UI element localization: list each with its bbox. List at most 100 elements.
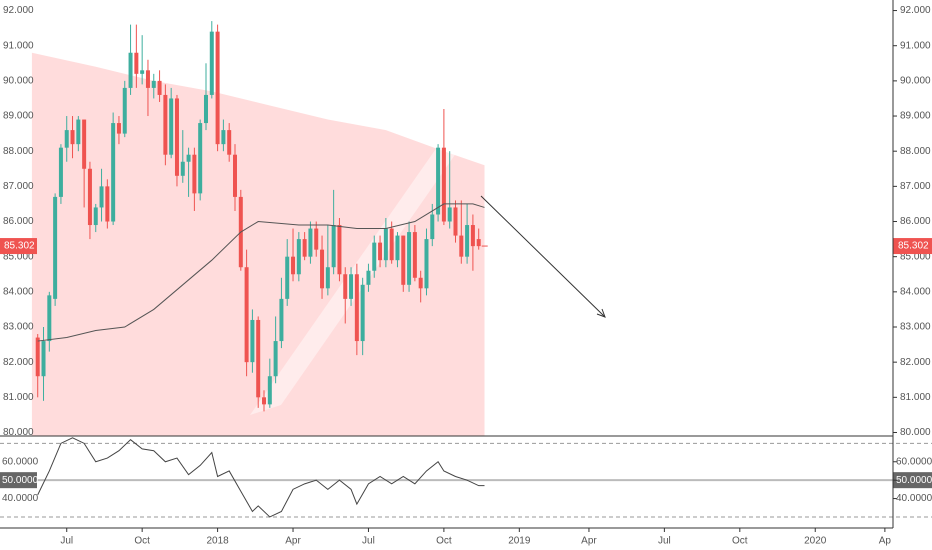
candle-body xyxy=(395,235,400,261)
candle-body xyxy=(256,319,261,398)
candle-body xyxy=(209,31,214,95)
price-pane xyxy=(31,10,897,436)
x-tick-label: Jul xyxy=(362,536,375,547)
y-tick-label-left: 92.000 xyxy=(3,5,34,16)
x-tick-label: 2019 xyxy=(508,536,531,547)
candle-body xyxy=(302,239,307,257)
x-tick-label: Apr xyxy=(285,536,301,547)
x-tick-label: Apr xyxy=(581,536,597,547)
rsi-line xyxy=(37,437,485,518)
y-tick-label-left: 84.000 xyxy=(3,286,34,297)
y-tick-label: 85.000 xyxy=(900,251,931,262)
last-price-tag-right xyxy=(893,238,932,255)
overlay: 80.000 80.000 81.000 81.000 82.000 82.000 83.0… xyxy=(0,5,932,547)
candle-body xyxy=(314,228,319,250)
candle-body xyxy=(145,70,150,88)
y-tick-label-left: 81.000 xyxy=(3,392,34,403)
candle-body xyxy=(233,154,237,197)
candle-body xyxy=(186,154,191,162)
candle-body xyxy=(360,284,365,342)
candle-body xyxy=(87,168,92,226)
candle-body xyxy=(151,80,156,88)
candle-body xyxy=(343,274,348,299)
candle-body xyxy=(140,70,145,74)
y-tick-label: 91.000 xyxy=(900,40,931,51)
candle-body xyxy=(412,232,417,278)
y-tick-label: 81.000 xyxy=(900,392,931,403)
y-tick-label-left: 86.000 xyxy=(3,216,34,227)
candle-body xyxy=(163,94,168,155)
candle-body xyxy=(401,235,406,285)
candle-body xyxy=(325,267,330,289)
candle-body xyxy=(349,274,354,299)
candle-body xyxy=(441,147,446,222)
candle-body xyxy=(453,207,458,236)
candle-body xyxy=(53,196,58,299)
candle-body xyxy=(82,119,87,169)
candle-body xyxy=(354,274,359,342)
candle-body xyxy=(41,341,46,377)
candle-body xyxy=(285,256,290,299)
candle-body xyxy=(470,225,475,247)
candle-body xyxy=(157,80,162,95)
y-tick-label: 90.000 xyxy=(900,76,931,87)
x-tick-label: 2020 xyxy=(804,536,827,547)
candle-body xyxy=(389,228,394,261)
last-price-label-right: 85.302 xyxy=(898,241,929,252)
candle-body xyxy=(424,239,429,289)
candle-body xyxy=(192,154,197,194)
candle-body xyxy=(244,267,249,363)
candle-body xyxy=(436,147,441,215)
candle-body xyxy=(35,337,40,377)
candle-body xyxy=(215,31,220,145)
y-tick-label: 87.000 xyxy=(900,181,931,192)
candle-body xyxy=(273,341,278,377)
candle-body xyxy=(70,130,75,145)
envelope-band xyxy=(31,52,485,436)
candle-body xyxy=(378,242,383,261)
y-tick-label-left: 83.000 xyxy=(3,322,34,333)
candle-body xyxy=(134,52,139,74)
y-tick-label-left: 88.000 xyxy=(3,146,34,157)
y-tick-label: 88.000 xyxy=(900,146,931,157)
candle-body xyxy=(105,186,110,222)
y-tick-label: 80.000 xyxy=(900,427,931,438)
candle-body xyxy=(459,235,464,257)
y-tick-label: 82.000 xyxy=(900,357,931,368)
candle-body xyxy=(221,130,226,145)
y-tick-label: 92.000 xyxy=(900,5,931,16)
moving-average xyxy=(37,203,485,342)
y-tick-label-left: 50.0000 xyxy=(2,475,39,486)
candle-body xyxy=(430,214,435,240)
candle-body xyxy=(47,295,52,342)
arrow-line xyxy=(480,195,606,318)
x-tick-label: Jul xyxy=(658,536,671,547)
candle-body xyxy=(227,130,232,155)
x-tick-label: Ap xyxy=(879,536,892,547)
candle-body xyxy=(372,242,377,271)
y-tick-label-left: 91.000 xyxy=(3,40,34,51)
y-tick-label-left: 40.0000 xyxy=(2,493,39,504)
candle-body xyxy=(180,161,185,176)
y-tick-label: 60.0000 xyxy=(896,456,932,467)
candle-body xyxy=(331,225,336,268)
x-tick-label: Oct xyxy=(732,536,748,547)
candle-body xyxy=(296,239,301,275)
candle-body xyxy=(291,256,296,275)
candle-body xyxy=(407,232,412,285)
y-tick-label-left: 90.000 xyxy=(3,76,34,87)
y-tick-label: 40.0000 xyxy=(896,493,932,504)
y-tick-label: 84.000 xyxy=(900,286,931,297)
candle-body xyxy=(128,52,133,88)
y-tick-label: 89.000 xyxy=(900,111,931,122)
candle-body xyxy=(250,319,255,363)
y-tick-label: 86.000 xyxy=(900,216,931,227)
x-tick-label: Oct xyxy=(134,536,150,547)
mid-tag-right xyxy=(893,472,932,489)
candle-body xyxy=(337,225,342,275)
candle-body xyxy=(447,207,452,222)
candle-body xyxy=(174,98,179,176)
candle-body xyxy=(99,186,104,208)
candle-body xyxy=(262,397,267,405)
